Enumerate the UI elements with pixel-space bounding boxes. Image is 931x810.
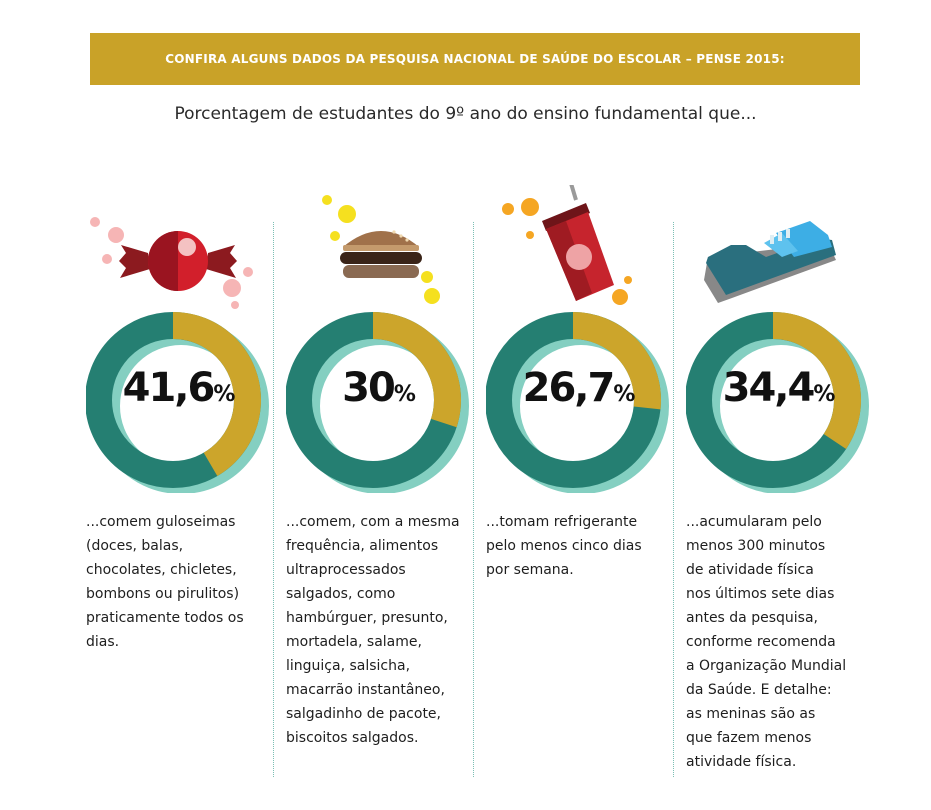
percentage-number: 41,6 — [122, 365, 216, 411]
donut-value-slice — [172, 312, 261, 477]
donut-chart — [686, 308, 886, 493]
percentage-number: 34,4 — [722, 365, 816, 411]
donut-chart — [486, 308, 686, 493]
percentage-number: 30 — [342, 365, 396, 411]
soda-cup-icon — [502, 185, 632, 305]
candy-icon — [90, 217, 253, 309]
column-divider — [473, 222, 474, 777]
banner-title: CONFIRA ALGUNS DADOS DA PESQUISA NACIONA… — [165, 52, 785, 66]
column-divider — [673, 222, 674, 777]
donut-chart — [86, 308, 286, 493]
donut-svg — [686, 312, 869, 493]
stat-description: ...comem, com a mesma frequência, alimen… — [286, 514, 460, 746]
percentage-value: 41,6% — [86, 368, 272, 408]
percentage-unit: % — [213, 382, 236, 407]
column-divider — [273, 222, 274, 777]
stat-column-physical-activity: 34,4% ...acumularam pelo menos 300 minut… — [686, 0, 886, 810]
donut-chart — [286, 308, 486, 493]
percentage-unit: % — [813, 382, 836, 407]
subtitle: Porcentagem de estudantes do 9º ano do e… — [174, 104, 757, 124]
donut-value-slice — [772, 312, 861, 449]
donut-value-slice — [372, 312, 461, 428]
hamburger-icon — [322, 195, 440, 304]
header-banner: CONFIRA ALGUNS DADOS DA PESQUISA NACIONA… — [90, 33, 860, 85]
percentage-number: 26,7 — [522, 365, 616, 411]
percentage-value: 30% — [286, 368, 472, 408]
stat-description: ...acumularam pelo menos 300 minutos de … — [686, 514, 847, 770]
percentage-value: 34,4% — [686, 368, 872, 408]
stat-column-processed-food: 30% ...comem, com a mesma frequência, al… — [286, 0, 486, 810]
donut-svg — [486, 312, 669, 493]
percentage-unit: % — [613, 382, 636, 407]
stat-description: ...comem guloseimas (doces, balas, choco… — [86, 514, 244, 650]
percentage-value: 26,7% — [486, 368, 672, 408]
donut-svg — [286, 312, 469, 493]
stat-description: ...tomam refrigerante pelo menos cinco d… — [486, 514, 642, 578]
sneaker-icon — [704, 221, 836, 303]
donut-svg — [86, 312, 269, 493]
stat-column-candy: 41,6% ...comem guloseimas (doces, balas,… — [86, 0, 286, 810]
percentage-unit: % — [393, 382, 416, 407]
donut-value-slice — [572, 312, 661, 410]
stat-column-soda: 26,7% ...tomam refrigerante pelo menos c… — [486, 0, 686, 810]
